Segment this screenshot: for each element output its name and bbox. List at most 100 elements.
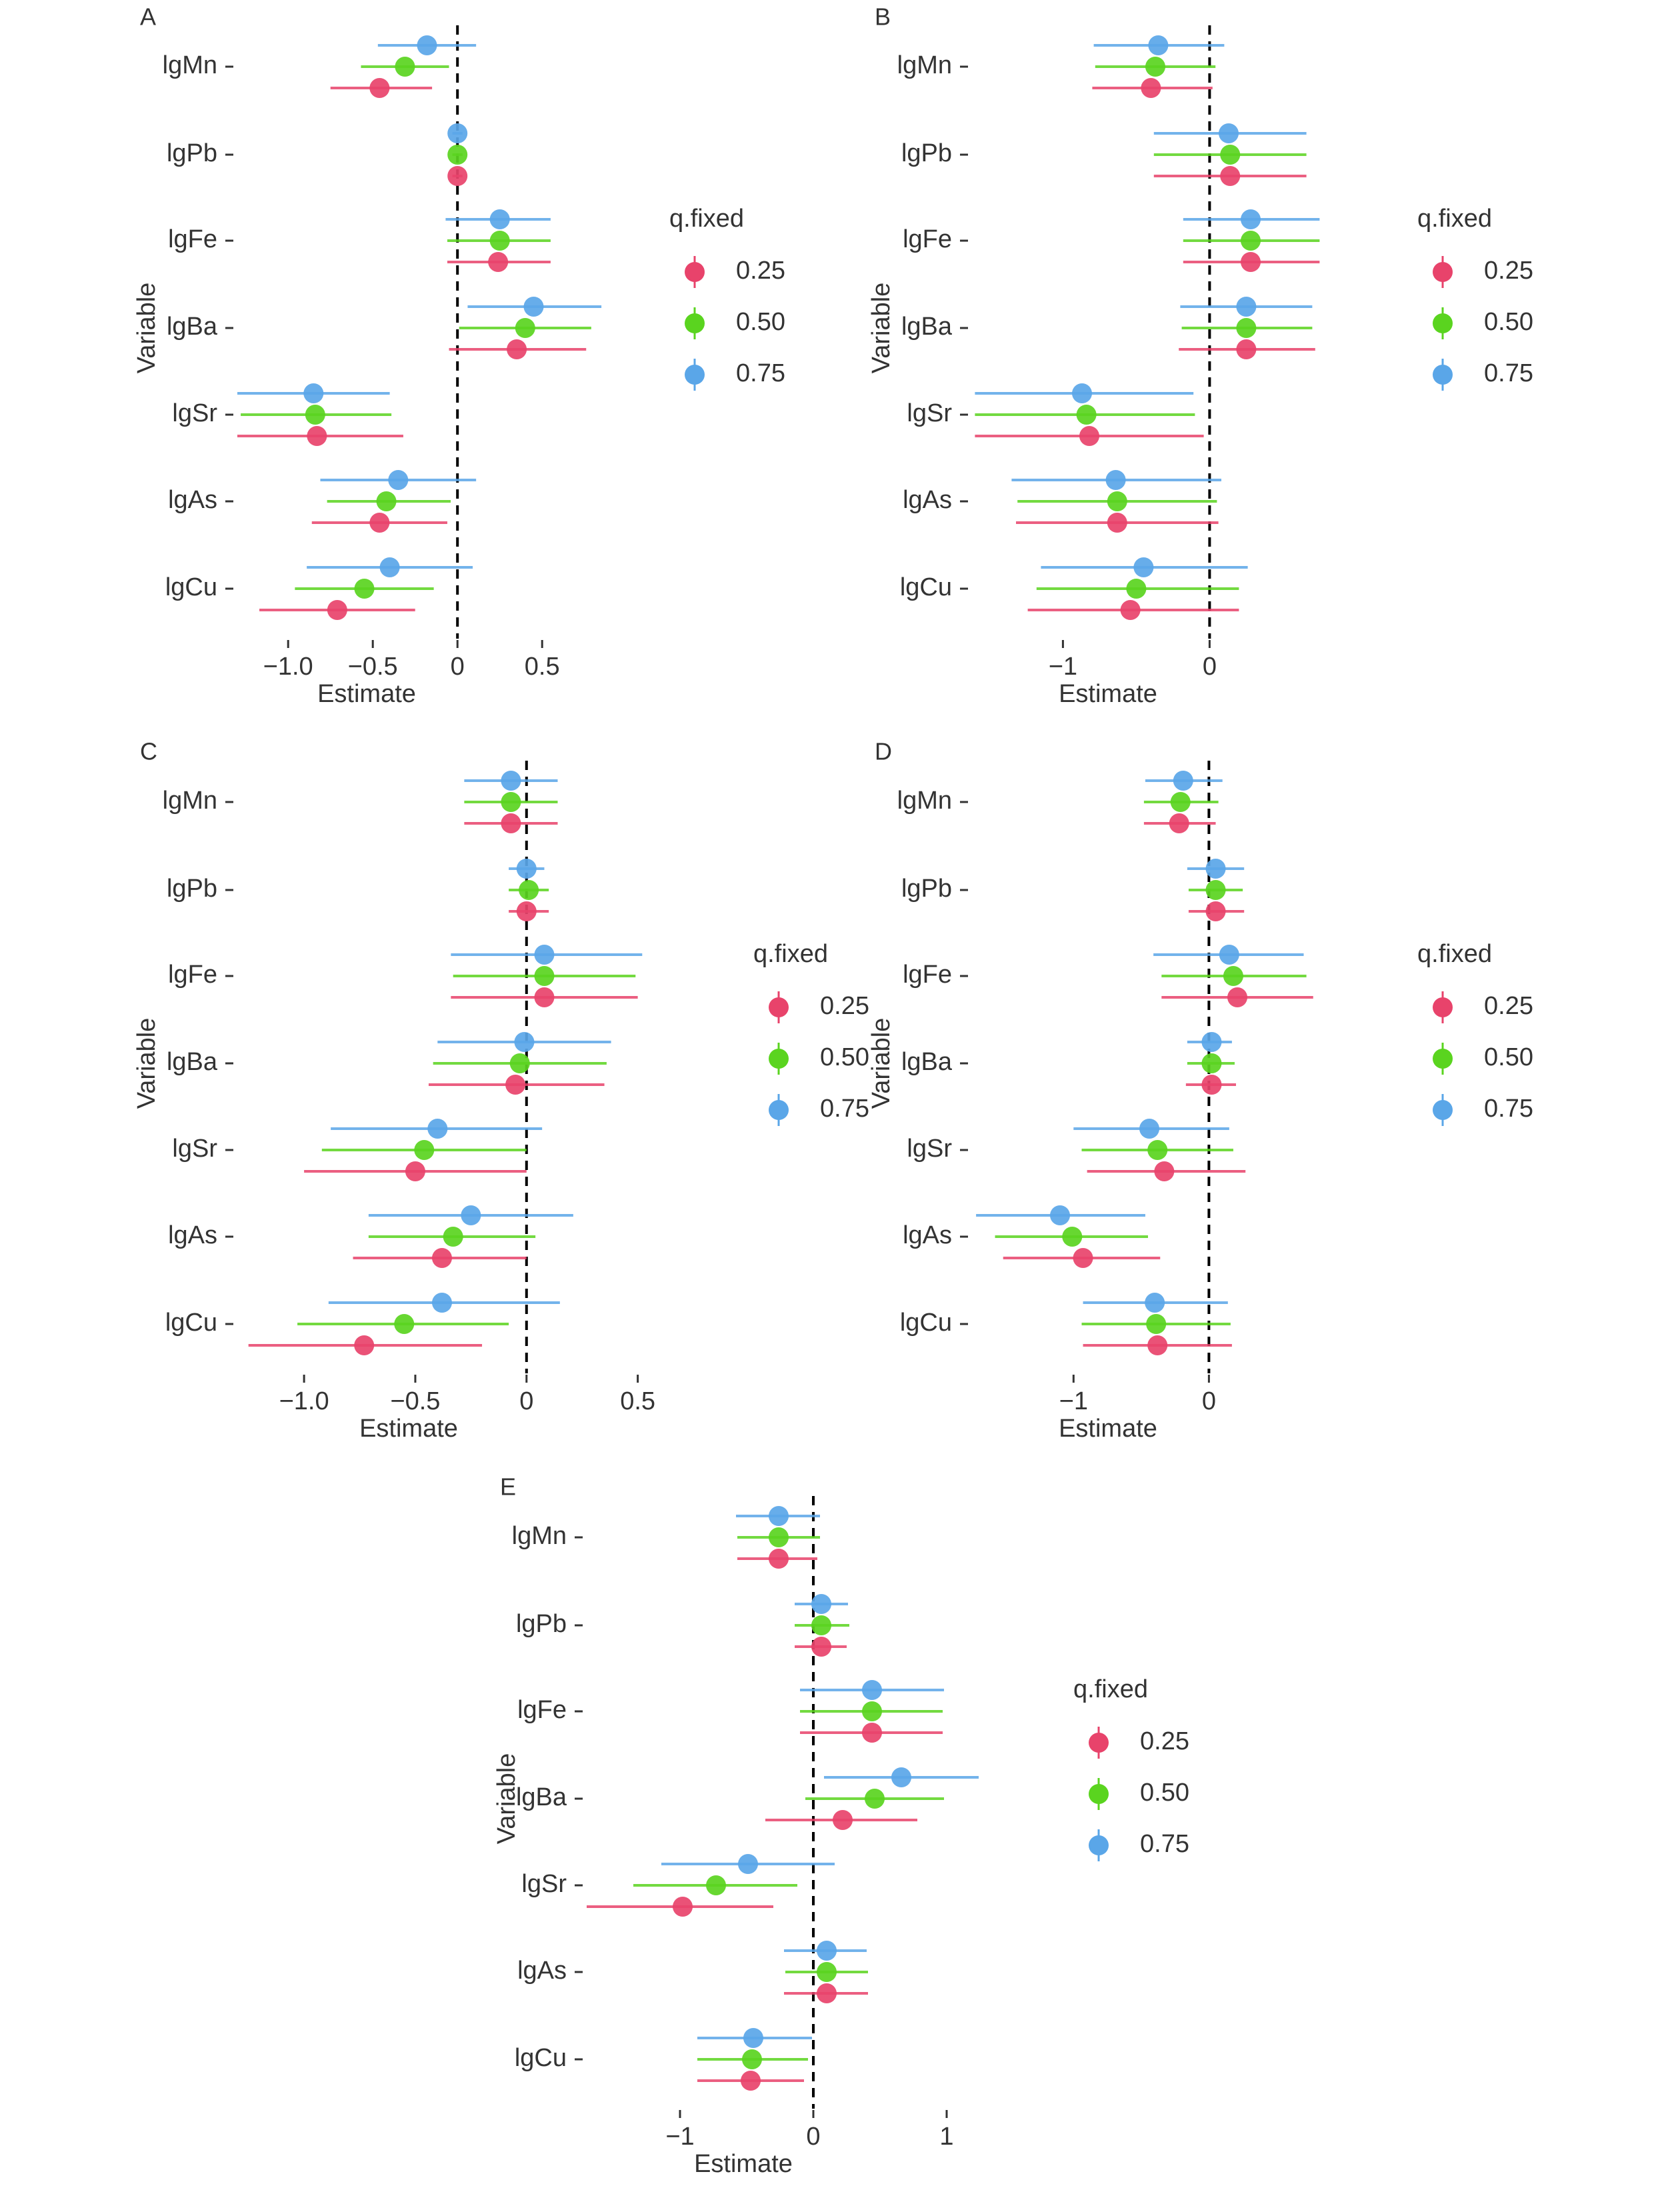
point-estimate: [1227, 987, 1248, 1007]
point-estimate: [811, 1594, 831, 1614]
series-0-25: [975, 78, 1320, 620]
point-estimate: [1145, 1293, 1165, 1313]
legend-key-point: [769, 997, 789, 1017]
series-0-25: [1003, 813, 1313, 1355]
point-estimate: [811, 1637, 831, 1657]
legend-key-point: [1433, 997, 1453, 1017]
point-estimate: [388, 470, 409, 490]
x-tick-label: 0: [806, 2123, 820, 2151]
point-estimate: [738, 1854, 758, 1874]
point-estimate: [743, 2028, 763, 2048]
x-axis-title: Estimate: [317, 680, 416, 708]
legend: q.fixed 0.25 0.50 0.75: [1417, 940, 1533, 1126]
panel-label: B: [875, 3, 891, 31]
x-tick-label: 0.5: [525, 653, 560, 681]
point-estimate: [817, 1941, 837, 1961]
point-estimate: [817, 1962, 837, 1982]
category-label: lgMn: [897, 787, 952, 815]
category-label: lgCu: [515, 2044, 567, 2072]
category-label: lgAs: [168, 486, 217, 514]
point-estimate: [1236, 297, 1257, 317]
legend: q.fixed 0.25 0.50 0.75: [1417, 205, 1533, 391]
category-label: lgPb: [167, 139, 217, 167]
legend: q.fixed 0.25 0.50 0.75: [669, 205, 785, 391]
legend-key-point: [685, 262, 705, 282]
point-estimate: [431, 1293, 452, 1313]
point-estimate: [1105, 470, 1126, 490]
point-estimate: [369, 513, 390, 533]
point-estimate: [1201, 1053, 1222, 1073]
y-axis-title: Variable: [133, 1018, 161, 1109]
x-tick-label: −1: [1059, 1387, 1088, 1415]
legend-label: 0.75: [1140, 1830, 1189, 1858]
point-estimate: [862, 1723, 882, 1743]
x-tick-label: 0.5: [620, 1387, 655, 1415]
category-label: lgPb: [901, 139, 952, 167]
y-axis-title: Variable: [493, 1753, 521, 1845]
point-estimate: [1145, 57, 1165, 77]
category-label: lgFe: [903, 961, 952, 989]
series-0-25: [248, 813, 638, 1355]
legend-key-point: [769, 1049, 789, 1069]
category-label: lgAs: [517, 1957, 567, 1985]
point-estimate: [811, 1615, 831, 1635]
point-estimate: [516, 901, 537, 921]
point-estimate: [1236, 339, 1257, 359]
legend-key-point: [1089, 1733, 1109, 1753]
point-estimate: [519, 880, 539, 900]
point-estimate: [447, 166, 468, 186]
point-estimate: [354, 579, 375, 599]
point-estimate: [817, 1983, 837, 2003]
point-estimate: [742, 2049, 762, 2069]
point-estimate: [509, 1053, 530, 1073]
point-estimate: [1241, 209, 1261, 229]
x-axis-title: Estimate: [1059, 680, 1157, 708]
y-axis-title: Variable: [867, 1018, 895, 1109]
point-estimate: [431, 1248, 452, 1268]
category-label: lgBa: [901, 1048, 953, 1076]
point-estimate: [1146, 1314, 1167, 1334]
x-tick-label: −1: [665, 2123, 694, 2151]
legend: q.fixed 0.25 0.50 0.75: [1073, 1675, 1189, 1861]
point-estimate: [1170, 792, 1191, 812]
point-estimate: [1050, 1205, 1070, 1225]
category-label: lgBa: [516, 1783, 567, 1811]
panel-label: A: [140, 3, 156, 31]
category-label: lgSr: [172, 399, 217, 427]
legend-label: 0.50: [820, 1043, 869, 1071]
point-estimate: [833, 1810, 853, 1830]
series-0-50: [297, 792, 636, 1334]
legend-title: q.fixed: [753, 940, 828, 968]
series-0-50: [241, 57, 591, 599]
series-0-75: [975, 35, 1320, 577]
point-estimate: [516, 859, 537, 879]
legend-label: 0.75: [1484, 359, 1533, 387]
point-estimate: [501, 813, 521, 833]
point-estimate: [395, 57, 415, 77]
point-estimate: [1205, 901, 1226, 921]
point-estimate: [1073, 1248, 1093, 1268]
series-0-25: [587, 1549, 943, 2091]
legend-label: 0.25: [820, 992, 869, 1020]
point-estimate: [741, 2071, 761, 2091]
point-estimate: [769, 1549, 789, 1569]
legend-label: 0.75: [820, 1095, 869, 1123]
legend-key-point: [1433, 313, 1453, 333]
category-label: lgMn: [163, 787, 217, 815]
point-estimate: [1120, 600, 1141, 620]
point-estimate: [706, 1875, 726, 1895]
category-label: lgFe: [168, 961, 217, 989]
legend-label: 0.75: [736, 359, 785, 387]
point-estimate: [303, 383, 324, 403]
legend-label: 0.25: [1140, 1727, 1189, 1755]
series-0-75: [976, 771, 1304, 1313]
point-estimate: [505, 1075, 526, 1095]
legend-key-point: [1433, 1100, 1453, 1120]
legend-key-point: [685, 365, 705, 385]
point-estimate: [1241, 231, 1261, 251]
point-estimate: [534, 987, 555, 1007]
